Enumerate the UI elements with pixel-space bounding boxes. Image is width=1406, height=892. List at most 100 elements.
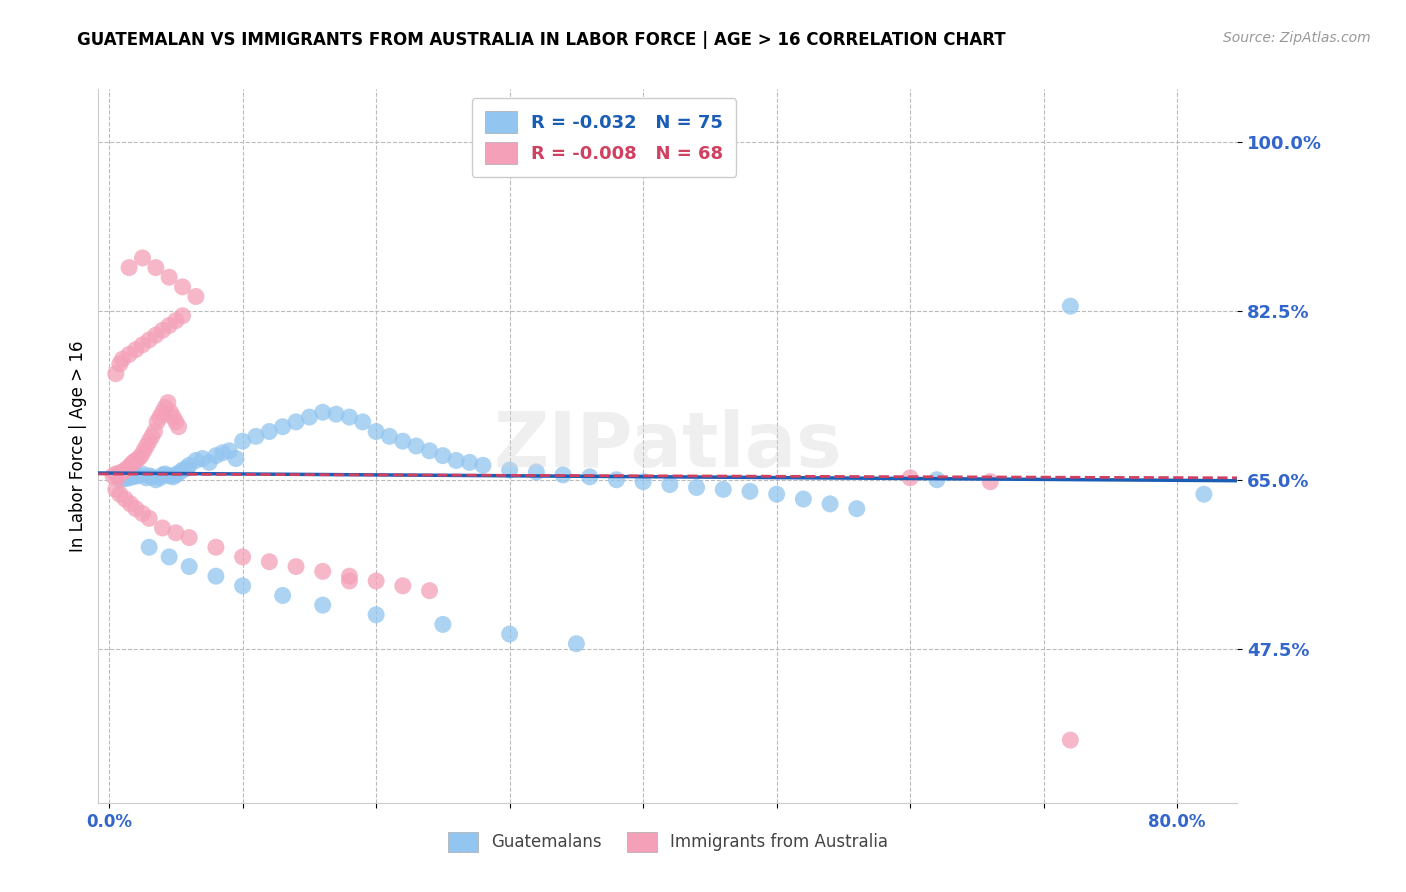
Point [711,483,734,497]
Point [125,501,148,516]
Point [285,415,308,429]
Point [165,313,187,327]
Point [152,323,174,337]
Point [118,347,141,361]
Point [101,469,124,483]
Point [108,357,131,371]
Point [738,484,761,499]
Point [205,541,228,555]
Point [131,337,153,351]
Point [339,410,361,425]
Point [925,473,948,487]
Point [145,473,167,487]
Point [125,467,148,482]
Point [432,449,454,463]
Point [162,410,184,425]
Point [157,549,180,564]
Point [471,458,494,473]
Point [298,410,321,425]
Point [111,352,134,367]
Point [352,415,374,429]
Point [458,455,481,469]
Point [167,419,190,434]
Point [366,607,388,622]
Point [312,598,335,612]
Text: Source: ZipAtlas.com: Source: ZipAtlas.com [1223,31,1371,45]
Point [138,541,160,555]
Point [205,449,228,463]
Point [172,280,194,294]
Point [1192,487,1215,501]
Point [685,480,707,494]
Point [325,407,347,421]
Point [392,579,415,593]
Point [117,461,139,475]
Point [1059,733,1081,747]
Point [143,425,166,439]
Point [259,555,281,569]
Point [366,574,388,588]
Point [129,449,152,463]
Point [392,434,415,449]
Point [108,473,131,487]
Point [125,343,148,357]
Point [149,471,172,485]
Point [138,511,160,525]
Point [218,443,240,458]
Point [498,627,520,641]
Legend: Guatemalans, Immigrants from Australia: Guatemalans, Immigrants from Australia [441,825,894,859]
Point [312,405,335,419]
Point [605,473,627,487]
Point [366,425,388,439]
Point [211,446,233,460]
Point [162,470,184,484]
Point [378,429,401,443]
Point [765,487,787,501]
Point [104,467,127,481]
Point [432,617,454,632]
Point [127,451,149,466]
Point [418,443,440,458]
Point [524,465,547,479]
Point [312,565,335,579]
Point [172,463,194,477]
Point [122,470,145,484]
Point [104,483,127,497]
Point [120,497,142,511]
Point [152,405,174,419]
Point [271,589,294,603]
Point [141,429,163,443]
Point [165,525,187,540]
Point [138,333,160,347]
Point [153,401,176,415]
Point [156,395,179,409]
Text: ZIPatlas: ZIPatlas [494,409,842,483]
Point [339,574,361,588]
Point [111,465,134,479]
Point [405,439,427,453]
Point [157,270,180,285]
Point [108,487,131,501]
Point [979,475,1001,489]
Point [131,507,153,521]
Point [578,470,600,484]
Point [498,463,520,477]
Point [444,453,467,467]
Point [107,470,129,484]
Point [167,466,190,480]
Point [138,469,160,483]
Point [159,405,181,419]
Point [152,521,174,535]
Point [176,461,198,475]
Point [108,466,131,480]
Point [179,458,201,473]
Point [418,583,440,598]
Point [165,415,187,429]
Point [157,469,180,483]
Point [339,569,361,583]
Point [172,309,194,323]
Point [153,467,176,481]
Point [818,497,841,511]
Point [122,455,145,469]
Point [658,477,681,491]
